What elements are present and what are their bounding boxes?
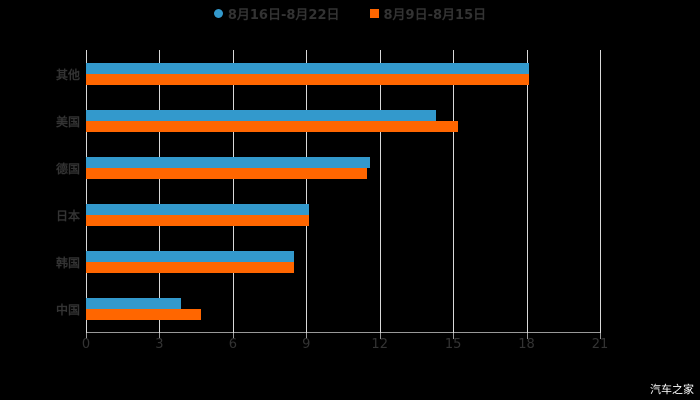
category-label: 其他 bbox=[55, 67, 80, 82]
gridline bbox=[600, 50, 601, 333]
x-tick bbox=[159, 333, 161, 339]
x-tick bbox=[86, 333, 87, 339]
x-tick bbox=[379, 333, 381, 339]
bar[interactable] bbox=[86, 73, 530, 85]
gridline bbox=[306, 50, 308, 333]
bar[interactable] bbox=[86, 262, 295, 274]
x-axis-line bbox=[86, 332, 600, 333]
x-tick-label: 18 bbox=[518, 337, 535, 352]
legend-item-series-2[interactable]: 8月9日-8月15日 bbox=[369, 4, 487, 23]
x-tick bbox=[232, 333, 234, 339]
bar[interactable] bbox=[86, 120, 459, 132]
category-label: 美国 bbox=[55, 114, 80, 129]
legend-label-series-2: 8月9日-8月15日 bbox=[383, 8, 487, 23]
legend-label-series-1: 8月16日-8月22日 bbox=[227, 8, 340, 23]
legend-marker-blue-icon bbox=[213, 9, 223, 18]
gridline bbox=[379, 50, 381, 333]
gridline bbox=[453, 50, 455, 333]
x-tick-label: 12 bbox=[371, 337, 388, 352]
x-tick-label: 3 bbox=[155, 337, 164, 352]
bar[interactable] bbox=[86, 167, 368, 179]
x-tick-label: 21 bbox=[591, 337, 609, 352]
category-label: 日本 bbox=[55, 209, 80, 224]
bar[interactable] bbox=[86, 309, 202, 321]
bar[interactable] bbox=[86, 109, 436, 121]
gridline bbox=[526, 50, 528, 333]
x-tick bbox=[526, 333, 528, 339]
x-tick-label: 6 bbox=[228, 337, 237, 352]
gridline bbox=[159, 50, 161, 333]
bar[interactable] bbox=[86, 204, 309, 216]
chart-legend: 8月16日-8月22日 8月9日-8月15日 bbox=[0, 4, 700, 23]
gridline bbox=[232, 50, 234, 333]
x-tick-label: 15 bbox=[444, 337, 462, 352]
x-tick bbox=[453, 333, 455, 339]
watermark: 汽车之家 bbox=[650, 383, 694, 396]
legend-item-series-1[interactable]: 8月16日-8月22日 bbox=[213, 4, 340, 23]
category-label: 韩国 bbox=[55, 256, 80, 271]
plot-area bbox=[86, 50, 601, 339]
x-tick-label: 9 bbox=[302, 337, 311, 352]
x-tick bbox=[600, 333, 601, 339]
category-label: 中国 bbox=[55, 303, 80, 318]
bar[interactable] bbox=[86, 62, 530, 74]
legend-marker-orange-icon bbox=[369, 9, 379, 18]
bar[interactable] bbox=[86, 156, 370, 168]
category-label: 德国 bbox=[55, 161, 80, 176]
x-tick bbox=[306, 333, 308, 339]
bar[interactable] bbox=[86, 215, 309, 227]
x-tick-label: 0 bbox=[81, 337, 91, 352]
gridline bbox=[86, 50, 87, 333]
bar[interactable] bbox=[86, 251, 295, 263]
bar[interactable] bbox=[86, 298, 182, 310]
